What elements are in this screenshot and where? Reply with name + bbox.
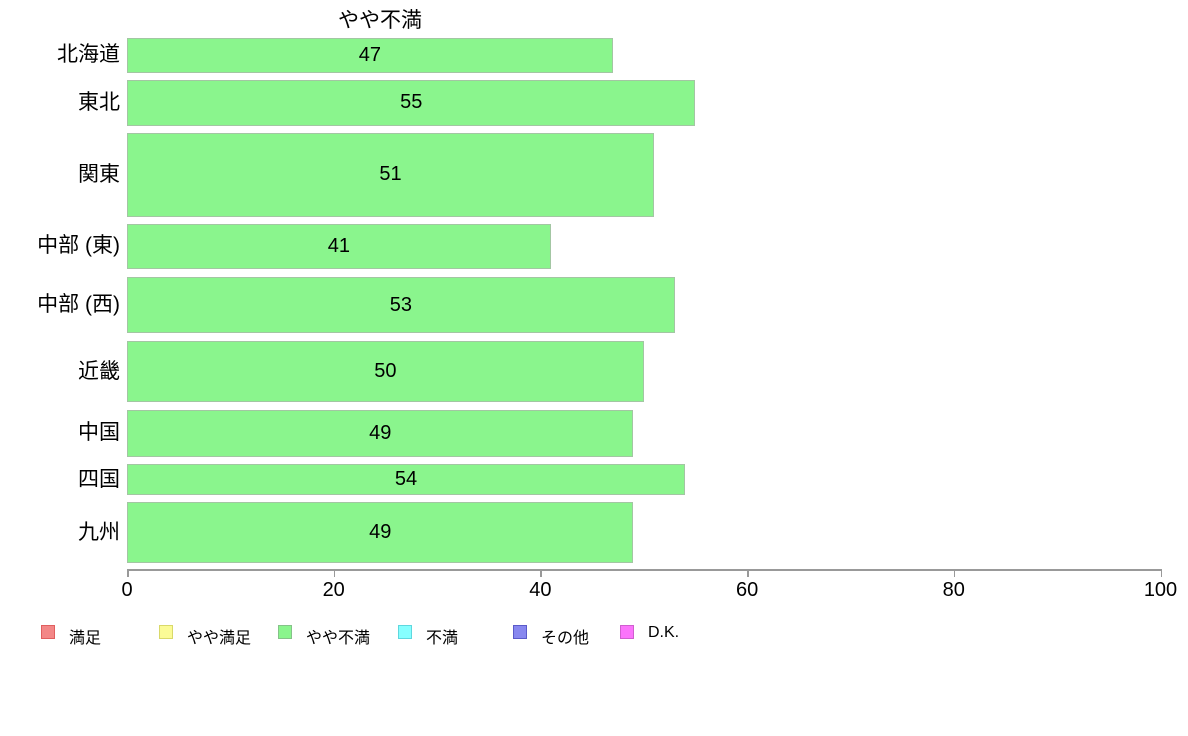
- category-label: 四国: [78, 467, 120, 491]
- bar: 41: [127, 223, 551, 269]
- bar: 51: [127, 132, 655, 217]
- legend-label: その他: [541, 630, 590, 647]
- bar-value-label: 47: [358, 43, 381, 66]
- category-label: 九州: [78, 520, 120, 544]
- x-axis-tick: [127, 569, 129, 577]
- bar-value-label: 54: [394, 468, 418, 490]
- legend-swatch: [159, 625, 173, 639]
- x-axis-tick-label: 0: [121, 579, 133, 601]
- x-axis-tick: [747, 569, 749, 577]
- bar-value-label: 55: [400, 91, 423, 114]
- bar: 54: [127, 464, 686, 495]
- x-axis-tick: [953, 569, 956, 577]
- chart-title: やや不満: [338, 9, 422, 32]
- category-label: 近畿: [78, 359, 120, 383]
- bar: 50: [127, 341, 644, 402]
- x-axis-tick-label: 80: [942, 579, 965, 601]
- x-axis-line: [127, 569, 1161, 571]
- legend-swatch: [41, 625, 55, 639]
- category-label: 中部 (東): [37, 234, 120, 258]
- bar-value-label: 49: [369, 421, 392, 444]
- bar-value-label: 50: [374, 360, 397, 382]
- x-axis-tick-label: 100: [1143, 579, 1178, 601]
- legend-label: 満足: [69, 630, 102, 647]
- category-label: 関東: [78, 162, 120, 186]
- x-axis-tick-label: 40: [529, 579, 552, 601]
- bar: 49: [127, 409, 634, 457]
- bar: 49: [127, 502, 634, 563]
- bar-value-label: 41: [327, 234, 350, 257]
- bar: 47: [127, 38, 613, 73]
- legend-swatch: [398, 625, 412, 639]
- legend-label: D.K.: [648, 624, 680, 641]
- x-axis-tick: [1160, 569, 1162, 577]
- bar-value-label: 53: [389, 293, 412, 316]
- x-axis-tick-label: 60: [735, 579, 759, 601]
- bar: 55: [127, 80, 696, 126]
- category-label: 東北: [78, 90, 120, 114]
- x-axis-tick-label: 20: [322, 579, 345, 601]
- legend-swatch: [620, 625, 634, 639]
- category-label: 中国: [78, 421, 120, 444]
- bar-value-label: 51: [379, 163, 402, 185]
- legend-swatch: [278, 625, 292, 639]
- legend-swatch: [513, 625, 527, 639]
- x-axis-tick: [333, 569, 336, 577]
- category-label: 北海道: [57, 43, 120, 67]
- bar: 53: [127, 277, 675, 333]
- category-label: 中部 (西): [37, 293, 120, 316]
- x-axis-tick: [540, 569, 542, 577]
- legend-label: 不満: [426, 630, 459, 647]
- legend-label: やや満足: [187, 630, 252, 647]
- legend-label: やや不満: [306, 630, 371, 647]
- bar-value-label: 49: [369, 521, 392, 543]
